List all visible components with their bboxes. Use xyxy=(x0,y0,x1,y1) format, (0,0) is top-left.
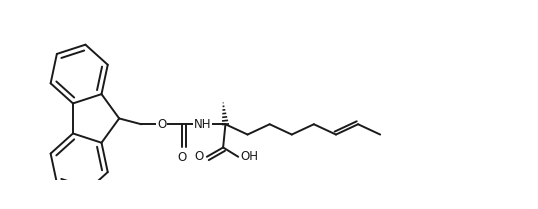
Text: O: O xyxy=(194,150,203,163)
Text: NH: NH xyxy=(194,118,211,131)
Text: O: O xyxy=(157,118,166,131)
Text: O: O xyxy=(177,151,187,164)
Text: OH: OH xyxy=(240,150,259,163)
